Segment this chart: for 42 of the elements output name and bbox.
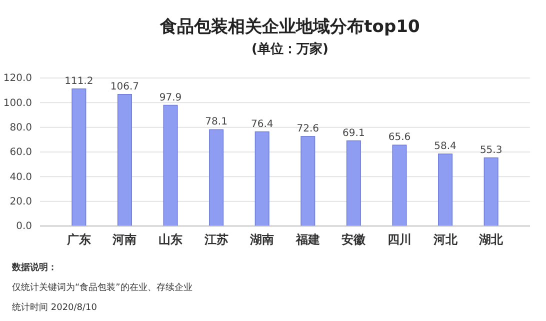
x-tick-label: 山东 xyxy=(158,232,183,247)
x-tick-label: 广东 xyxy=(66,232,91,247)
x-tick-label: 江苏 xyxy=(203,232,228,247)
chart-subtitle: (单位：万家) xyxy=(252,41,328,57)
y-tick-label: 60.0 xyxy=(10,147,32,158)
y-tick-label: 120.0 xyxy=(3,73,32,84)
bar xyxy=(484,157,498,226)
data-label: 106.7 xyxy=(110,81,140,92)
bar xyxy=(300,136,316,226)
data-label: 111.2 xyxy=(64,76,94,87)
y-tick-label: 20.0 xyxy=(10,196,32,208)
data-label: 97.9 xyxy=(159,92,182,104)
chart-title: 食品包装相关企业地域分布top10 xyxy=(159,17,420,37)
text: 统计时间 2020/8/10 xyxy=(12,302,98,313)
data-label: 55.3 xyxy=(480,144,502,156)
data-label: 78.1 xyxy=(205,116,228,128)
data-label: 76.4 xyxy=(250,118,274,130)
data-label: 72.6 xyxy=(296,123,320,134)
y-tick-label: 80.0 xyxy=(10,122,32,134)
bar xyxy=(392,144,407,226)
y-tick-label: 100.0 xyxy=(3,98,32,109)
x-tick-label: 河南 xyxy=(112,232,137,247)
x-tick-label: 安徽 xyxy=(342,232,367,247)
y-tick-label: 0.0 xyxy=(16,221,32,232)
bar xyxy=(117,94,132,226)
text: 仅统计关键词为“食品包装”的在业、存续企业 xyxy=(12,282,192,293)
bar xyxy=(72,88,86,226)
x-tick-label: 河北 xyxy=(432,232,458,247)
bar xyxy=(254,131,270,226)
x-tick-label: 湖南 xyxy=(249,232,274,247)
bar xyxy=(163,104,178,226)
data-label: 58.4 xyxy=(434,140,456,152)
text: 数据说明： xyxy=(11,262,57,273)
bar xyxy=(346,140,361,226)
x-tick-label: 四川 xyxy=(387,232,412,247)
x-tick-label: 福建 xyxy=(294,232,320,247)
y-tick-label: 40.0 xyxy=(10,172,32,183)
data-label: 69.1 xyxy=(342,128,365,139)
bar xyxy=(438,154,453,226)
x-tick-label: 湖北 xyxy=(478,232,504,247)
data-label: 65.6 xyxy=(388,132,411,144)
bar xyxy=(209,129,224,226)
